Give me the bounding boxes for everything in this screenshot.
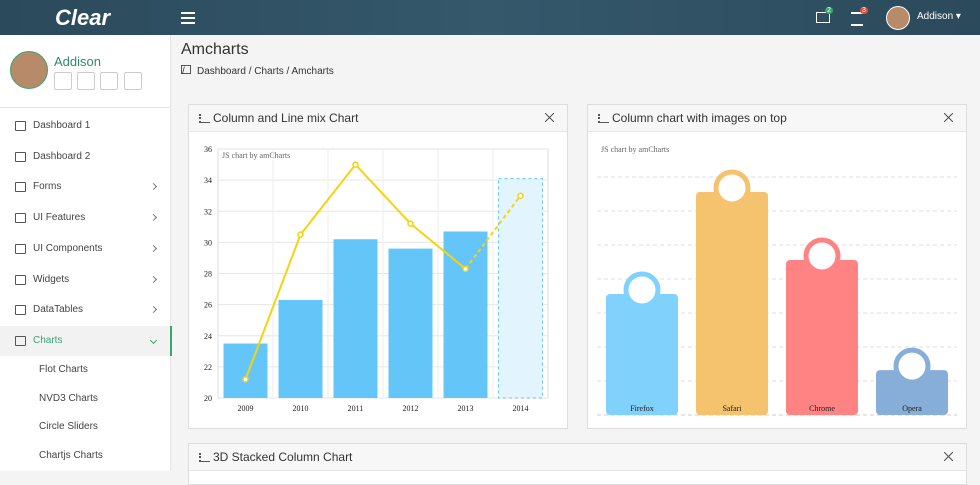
menu-item[interactable]: Dashboard 1 <box>0 111 170 141</box>
line-point <box>297 231 304 238</box>
user-name-text: Addison <box>917 11 954 22</box>
x-tick-label: 2013 <box>458 404 474 413</box>
bar-label: Opera <box>902 404 922 413</box>
y-tick-label: 32 <box>204 207 212 216</box>
mail-icon[interactable] <box>816 12 830 23</box>
profile-button[interactable] <box>54 72 72 90</box>
submenu-item[interactable]: Chartjs Charts <box>39 450 103 462</box>
menu-item[interactable]: DataTables <box>0 295 170 325</box>
sidebar: Addison Dashboard 1 Dashboard 2 Forms UI Fe… <box>0 35 172 471</box>
settings-button[interactable] <box>100 72 118 90</box>
mail-badge: 2 <box>825 7 833 14</box>
menu-item[interactable]: Forms <box>0 172 170 202</box>
menu-icon <box>15 335 26 346</box>
menu-label: Widgets <box>33 273 70 285</box>
line-point <box>242 376 249 383</box>
x-tick-label: 2012 <box>403 404 419 413</box>
y-tick-label: 26 <box>204 301 212 310</box>
submenu-item[interactable]: Flot Charts <box>39 364 88 375</box>
bar <box>278 299 323 398</box>
menu-label: Dashboard 1 <box>33 120 91 131</box>
bar <box>876 370 948 415</box>
bar <box>443 231 488 398</box>
line-point <box>407 220 414 227</box>
bar <box>223 343 268 398</box>
line <box>464 195 522 270</box>
avatar[interactable] <box>886 6 910 30</box>
logout-button[interactable] <box>124 72 142 90</box>
y-tick-label: 22 <box>204 363 212 372</box>
page-title: Amcharts <box>181 41 249 58</box>
menu-icon <box>15 182 26 193</box>
watermark: JS chart by amCharts <box>601 145 669 154</box>
menu-item[interactable]: Widgets <box>0 265 170 295</box>
bar <box>606 293 678 415</box>
breadcrumb-item: Amcharts <box>291 66 334 77</box>
home-icon <box>181 65 191 74</box>
submenu-item[interactable]: NVD3 Charts <box>39 392 98 404</box>
menu-label: DataTables <box>33 304 84 316</box>
page: Clear 2 3 Addison ▾ Addison Dashboard 1 D… <box>0 0 980 471</box>
panel-title: Column chart with images on top <box>588 105 966 132</box>
bar <box>498 178 543 399</box>
charts-layer: JS chart by amCharts 20 22 24 26 28 30 32 34 36 20… <box>204 145 957 416</box>
menu-toggle[interactable] <box>181 12 195 24</box>
menu-icon <box>15 305 26 316</box>
y-tick-label: 20 <box>204 394 212 403</box>
tasks-icon[interactable] <box>851 12 863 26</box>
bar-label: Firefox <box>630 404 654 413</box>
line-point <box>517 192 524 199</box>
logo[interactable]: Clear <box>55 5 111 30</box>
user-name[interactable]: Addison ▾ <box>917 11 961 22</box>
browser-icon <box>893 347 931 385</box>
menu-item[interactable]: UI Components <box>0 234 170 264</box>
panel-title: Column and Line mix Chart <box>189 105 567 132</box>
menu-label: Charts <box>33 334 63 346</box>
submenu-item[interactable]: Circle Sliders <box>39 421 98 433</box>
browser-icon <box>713 169 751 207</box>
bar <box>333 239 378 398</box>
bar <box>388 248 433 398</box>
breadcrumb-item: Dashboard <box>197 66 254 77</box>
y-tick-label: 36 <box>204 145 212 154</box>
browser-icon <box>623 271 661 309</box>
y-tick-label: 24 <box>204 332 212 341</box>
x-tick-label: 2014 <box>513 404 529 413</box>
menu-icon <box>15 121 26 131</box>
y-tick-label: 30 <box>204 238 212 247</box>
x-tick-label: 2011 <box>348 404 364 413</box>
menu-icon <box>15 243 26 254</box>
menu-label: UI Components <box>33 242 103 254</box>
watermark: JS chart by amCharts <box>222 151 290 160</box>
menu-icon <box>15 213 26 224</box>
tasks-badge: 3 <box>860 7 868 14</box>
menu-item[interactable]: UI Features <box>0 203 170 233</box>
menu-label: Forms <box>33 181 62 193</box>
menu-icon <box>15 274 26 285</box>
lock-button[interactable] <box>77 72 95 90</box>
x-tick-label: 2009 <box>238 404 254 413</box>
menu-label: UI Features <box>33 212 86 224</box>
x-tick-label: 2010 <box>293 404 309 413</box>
line-point <box>462 265 469 273</box>
menu-item[interactable]: Charts <box>0 325 172 356</box>
breadcrumb: DashboardChartsAmcharts <box>181 65 334 77</box>
line-point <box>352 161 359 168</box>
bar-label: Chrome <box>809 404 835 413</box>
bar <box>786 259 858 415</box>
breadcrumb-item: Charts <box>254 66 291 77</box>
header: Clear 2 3 Addison ▾ <box>0 0 980 35</box>
menu-icon <box>15 151 26 162</box>
y-tick-label: 34 <box>204 176 212 185</box>
profile-name: Addison <box>54 54 101 69</box>
panel-title: 3D Stacked Column Chart <box>189 444 966 471</box>
y-tick-label: 28 <box>204 270 212 279</box>
bar <box>696 191 768 415</box>
divider <box>0 107 170 108</box>
browser-icon <box>803 237 841 275</box>
avatar <box>10 51 48 89</box>
menu-label: Dashboard 2 <box>33 150 91 162</box>
bar-label: Safari <box>722 404 742 413</box>
menu-item[interactable]: Dashboard 2 <box>0 142 170 172</box>
